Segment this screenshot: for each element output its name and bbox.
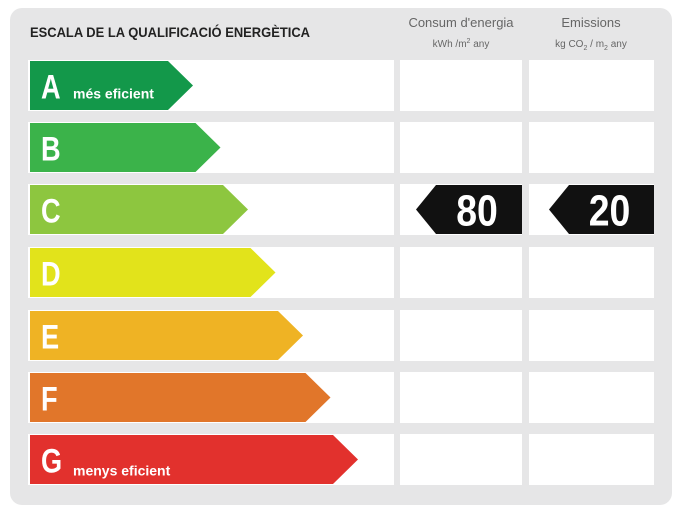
emissions-value: 20 bbox=[589, 186, 631, 236]
consumption-arrow bbox=[416, 185, 522, 234]
unit-sub: 2 bbox=[604, 45, 608, 52]
emissions-cell bbox=[529, 122, 654, 173]
consumption-cell bbox=[400, 122, 522, 173]
rating-arrow bbox=[30, 311, 303, 360]
rating-letter: F bbox=[41, 380, 58, 419]
consumption-cell bbox=[400, 60, 522, 111]
consumption-cell bbox=[400, 372, 522, 423]
title: ESCALA DE LA QUALIFICACIÓ ENERGÈTICA bbox=[30, 23, 310, 40]
consumption-cell bbox=[400, 247, 522, 298]
unit-part: kg CO bbox=[555, 39, 584, 50]
unit-sub: 2 bbox=[467, 38, 471, 45]
column-unit: kWh /m2 any bbox=[433, 38, 490, 50]
rating-letter: B bbox=[41, 130, 61, 169]
unit-part: any bbox=[470, 39, 489, 50]
rating-arrow bbox=[30, 61, 193, 110]
consumption-cell bbox=[400, 434, 522, 485]
column-title: Consum d'energia bbox=[408, 15, 514, 30]
emissions-cell bbox=[529, 247, 654, 298]
rating-letter: E bbox=[41, 318, 59, 357]
column-title: Emissions bbox=[561, 15, 621, 30]
unit-part: any bbox=[608, 39, 627, 50]
rating-arrow bbox=[30, 123, 221, 172]
rating-letter: C bbox=[41, 192, 61, 231]
rating-letter: G bbox=[41, 442, 62, 481]
column-unit: kg CO2 / m2 any bbox=[555, 39, 627, 52]
unit-part: kWh /m bbox=[433, 39, 467, 50]
rating-note: menys eficient bbox=[73, 463, 171, 479]
rating-arrow bbox=[30, 435, 358, 484]
emissions-cell bbox=[529, 434, 654, 485]
consumption-value: 80 bbox=[456, 186, 498, 236]
unit-part: / m bbox=[587, 39, 604, 50]
rating-letter: A bbox=[41, 68, 61, 107]
rating-note: més eficient bbox=[73, 86, 154, 102]
rating-arrow bbox=[30, 248, 276, 297]
rating-letter: D bbox=[41, 255, 61, 294]
consumption-cell bbox=[400, 310, 522, 361]
rating-arrow bbox=[30, 373, 331, 422]
rating-arrow bbox=[30, 185, 248, 234]
emissions-cell bbox=[529, 60, 654, 111]
emissions-cell bbox=[529, 310, 654, 361]
emissions-cell bbox=[529, 372, 654, 423]
emissions-arrow bbox=[549, 185, 654, 234]
unit-sub: 2 bbox=[583, 45, 587, 52]
